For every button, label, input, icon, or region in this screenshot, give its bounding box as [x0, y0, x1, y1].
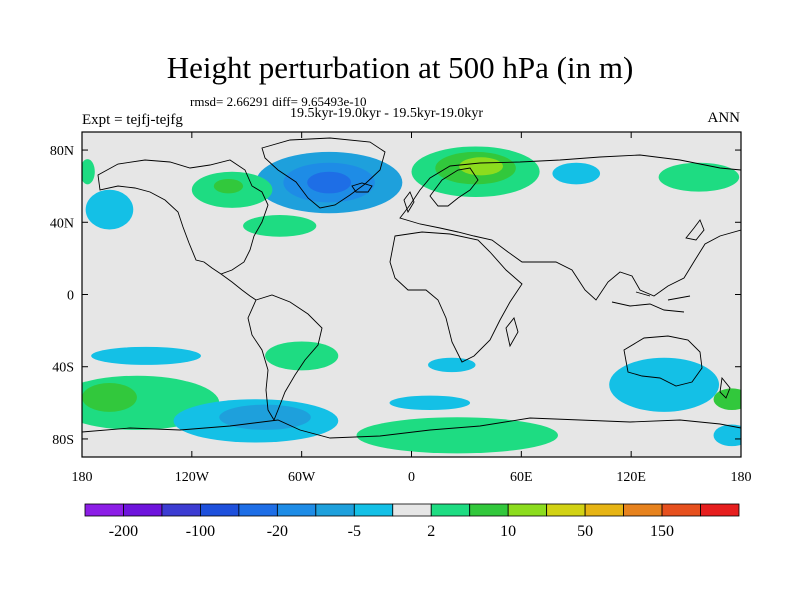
coastline-japan [685, 219, 705, 241]
anomaly-north-pacific-low [85, 189, 134, 230]
x-tick-label: 120W [175, 470, 210, 485]
anomaly-north-america-high-core [213, 178, 244, 194]
x-tick-label: 180 [72, 470, 93, 485]
anomaly-south-atlantic-low [427, 357, 476, 373]
x-tick-label: 120E [616, 470, 646, 485]
coastline-antarctica [82, 417, 741, 439]
colorbar: -200 -100 -20 -5 2 10 50 150 [84, 503, 740, 540]
colorbar-box [315, 503, 355, 517]
y-tick-label: 80N [50, 144, 74, 159]
y-tick-label: 40S [52, 361, 74, 376]
anomaly-southeast-pacific-low [91, 346, 201, 365]
coastline-scandinavia [429, 167, 479, 207]
coastline-britain [403, 191, 415, 214]
colorbar-box [276, 503, 317, 517]
colorbar-box [161, 503, 201, 517]
colorbar-box [507, 503, 548, 517]
season-label: ANN [707, 110, 741, 126]
map-axes: 180 120W 60W 0 60E 120E 180 80N 40N 0 40S 80S [50, 132, 752, 485]
x-tick-label: 0 [408, 470, 415, 485]
coastline-iceland [351, 182, 373, 193]
coastline-eurasia [399, 154, 741, 301]
anomaly-dateline-south-high [713, 388, 741, 411]
colorbar-box [84, 503, 124, 517]
colorbar-box [200, 503, 240, 517]
coastline-australia [623, 335, 703, 387]
y-tick-label: 80S [52, 433, 74, 448]
coastline-africa [389, 231, 523, 363]
colorbar-box [661, 503, 701, 517]
anomaly-siberia-low [552, 162, 601, 185]
anomaly-south-america-high [265, 341, 339, 371]
colorbar-label: 10 [500, 523, 516, 540]
colorbar-box [353, 503, 394, 517]
anomaly-east-coast-high [243, 215, 317, 237]
y-tick-label: 40N [50, 216, 74, 231]
colorbar-box [123, 503, 163, 517]
coastline-central-america [220, 273, 257, 301]
figure-title: Height perturbation at 500 hPa (in m) [166, 50, 634, 85]
x-tick-label: 60W [288, 470, 316, 485]
coastlines [82, 137, 741, 439]
colorbar-label: 50 [577, 523, 593, 540]
anomaly-scandinavia-high-center [459, 157, 504, 176]
y-tick-label: 0 [67, 289, 74, 304]
x-tick-label: 60E [510, 470, 533, 485]
anomaly-indian-ocean-low [389, 395, 471, 411]
coastline-new-zealand [719, 376, 731, 399]
colorbar-box [546, 503, 586, 517]
period-label: 19.5kyr-19.0kyr - 19.5kyr-19.0kyr [290, 106, 484, 121]
anomaly-greenland-low-center [307, 171, 352, 194]
colorbar-box [430, 503, 471, 517]
coastline-greenland [261, 137, 386, 209]
colorbar-label: 2 [427, 523, 435, 540]
anomaly-east-asia-high [658, 162, 740, 192]
colorbar-label: -200 [109, 523, 138, 540]
colorbar-box [238, 503, 278, 517]
colorbar-label: -100 [186, 523, 215, 540]
coastline-madagascar [505, 317, 519, 348]
anomaly-australia-low [609, 357, 720, 412]
coastline-indonesia [611, 291, 691, 313]
anomaly-layer [82, 146, 741, 454]
coastline-south-america [247, 294, 323, 422]
anomaly-dateline-east-high [82, 159, 95, 185]
anomaly-south-pacific-high-core [82, 382, 137, 412]
colorbar-box [469, 503, 509, 517]
colorbar-label: 150 [650, 523, 674, 540]
colorbar-box [584, 503, 624, 517]
x-tick-label: 180 [731, 470, 752, 485]
colorbar-label: -5 [348, 523, 361, 540]
colorbar-label: -20 [267, 523, 288, 540]
experiment-label: Expt = tejfj-tejfg [82, 112, 183, 128]
coastline-north-america [97, 159, 269, 275]
anomaly-drake-passage-low-core [219, 404, 311, 430]
anomaly-east-antarctica-high [356, 417, 558, 454]
stats-label: rmsd= 2.66291 diff= 9.65493e-10 [190, 94, 367, 109]
colorbar-box [623, 503, 663, 517]
colorbar-box [392, 503, 432, 517]
anomaly-east-antarctica-low [713, 424, 741, 447]
colorbar-box [700, 503, 740, 517]
